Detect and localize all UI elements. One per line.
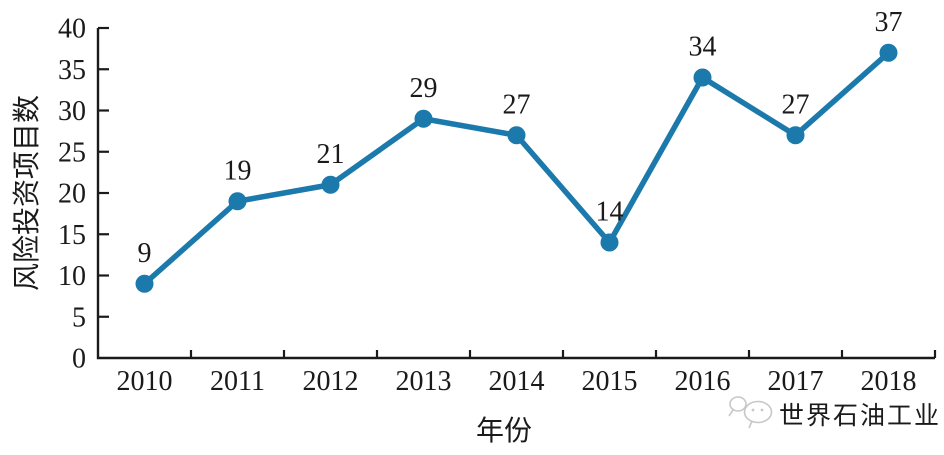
x-tick-label: 2013 [396,366,452,397]
x-tick-label: 2011 [210,366,265,397]
data-point-label: 27 [782,89,810,120]
x-tick-label: 2018 [861,366,917,397]
y-tick-label: 25 [58,137,86,168]
y-tick-label: 35 [58,55,86,86]
x-axis-title: 年份 [476,415,532,447]
data-point-label: 21 [317,139,345,170]
data-point-label: 37 [875,7,903,38]
watermark-text: 世界石油工业 [779,402,941,430]
data-point [786,126,805,145]
x-tick-label: 2010 [117,366,173,397]
y-tick-label: 15 [58,220,86,251]
data-point [135,274,154,293]
wechat-bubbles-icon [728,396,773,429]
axis-frame [96,28,935,360]
data-point-label: 14 [596,197,624,228]
data-point-label: 27 [503,89,531,120]
data-point [879,43,898,62]
y-tick-label: 40 [58,14,86,45]
y-tick-label: 20 [58,179,86,210]
data-point [414,109,433,128]
x-tick-label: 2014 [489,366,545,397]
data-point [693,68,712,87]
y-tick-label: 0 [72,344,86,375]
y-tick-label: 5 [72,302,86,333]
data-point [507,126,526,145]
watermark: 世界石油工业 [728,396,941,430]
y-tick-label: 30 [58,96,86,127]
x-tick-label: 2016 [675,366,731,397]
data-point-label: 34 [689,32,717,63]
y-tick-label: 10 [58,261,86,292]
x-tick-label: 2012 [303,366,359,397]
data-point [228,192,247,211]
x-tick-label: 2015 [582,366,638,397]
y-axis-title: 风险投资项目数 [11,95,43,291]
data-point [600,233,619,252]
data-point-label: 29 [410,73,438,104]
plot-area: 0 5 10 15 20 25 30 35 40 2010 2011 2012 2013 2014 2015… [58,7,937,397]
data-point [321,175,340,194]
x-tick-label: 2017 [768,366,824,397]
data-point-label: 9 [138,238,152,269]
data-point-label: 19 [224,155,252,186]
data-line [141,50,892,287]
